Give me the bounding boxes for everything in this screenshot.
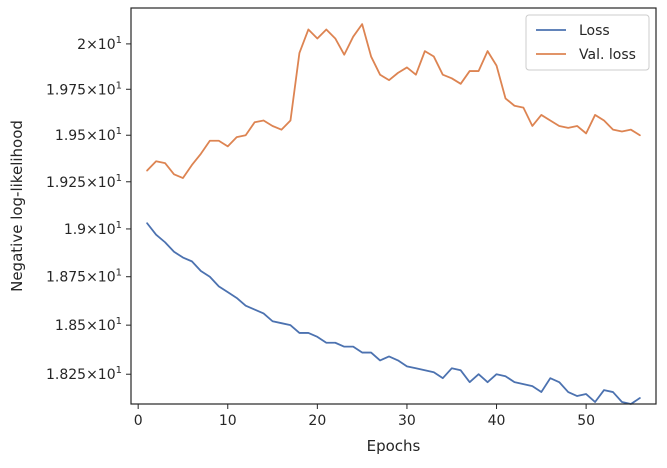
legend-label-val-loss: Val. loss (579, 47, 636, 63)
y-axis-title: Negative log-likelihood (8, 120, 26, 292)
y-tick-label: 1.95×101 (55, 126, 122, 144)
series-line-val-loss (146, 23, 641, 179)
y-tick-label: 1.85×101 (55, 316, 122, 334)
legend: Loss Val. loss (525, 14, 650, 71)
x-tick-label: 0 (134, 413, 143, 429)
y-tick-label: 1.825×101 (46, 365, 122, 383)
legend-box (525, 14, 650, 71)
x-axis-title: Epochs (367, 437, 421, 455)
y-tick-label: 1.975×101 (46, 80, 122, 98)
y-tick-label: 2×101 (77, 35, 122, 53)
y-tick-label: 1.9×101 (64, 220, 122, 238)
legend-label-loss: Loss (579, 23, 610, 39)
y-tick-label: 1.925×101 (46, 173, 122, 191)
plot-frame (130, 7, 657, 405)
x-axis: 0 10 20 30 40 50 (134, 404, 595, 429)
series-layer (146, 23, 641, 405)
series-line-loss (146, 222, 641, 405)
y-axis: 1.825×101 1.85×101 1.875×101 1.9×101 1.925×1… (46, 35, 131, 383)
x-tick-label: 50 (577, 413, 595, 429)
y-tick-label: 1.875×101 (46, 268, 122, 286)
x-tick-label: 30 (398, 413, 416, 429)
x-tick-label: 20 (308, 413, 326, 429)
x-tick-label: 40 (488, 413, 506, 429)
x-tick-label: 10 (219, 413, 237, 429)
